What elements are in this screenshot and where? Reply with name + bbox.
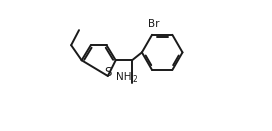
Text: S: S	[104, 66, 112, 79]
Text: NH: NH	[116, 72, 131, 82]
Text: Br: Br	[148, 19, 159, 29]
Text: 2: 2	[132, 75, 137, 84]
